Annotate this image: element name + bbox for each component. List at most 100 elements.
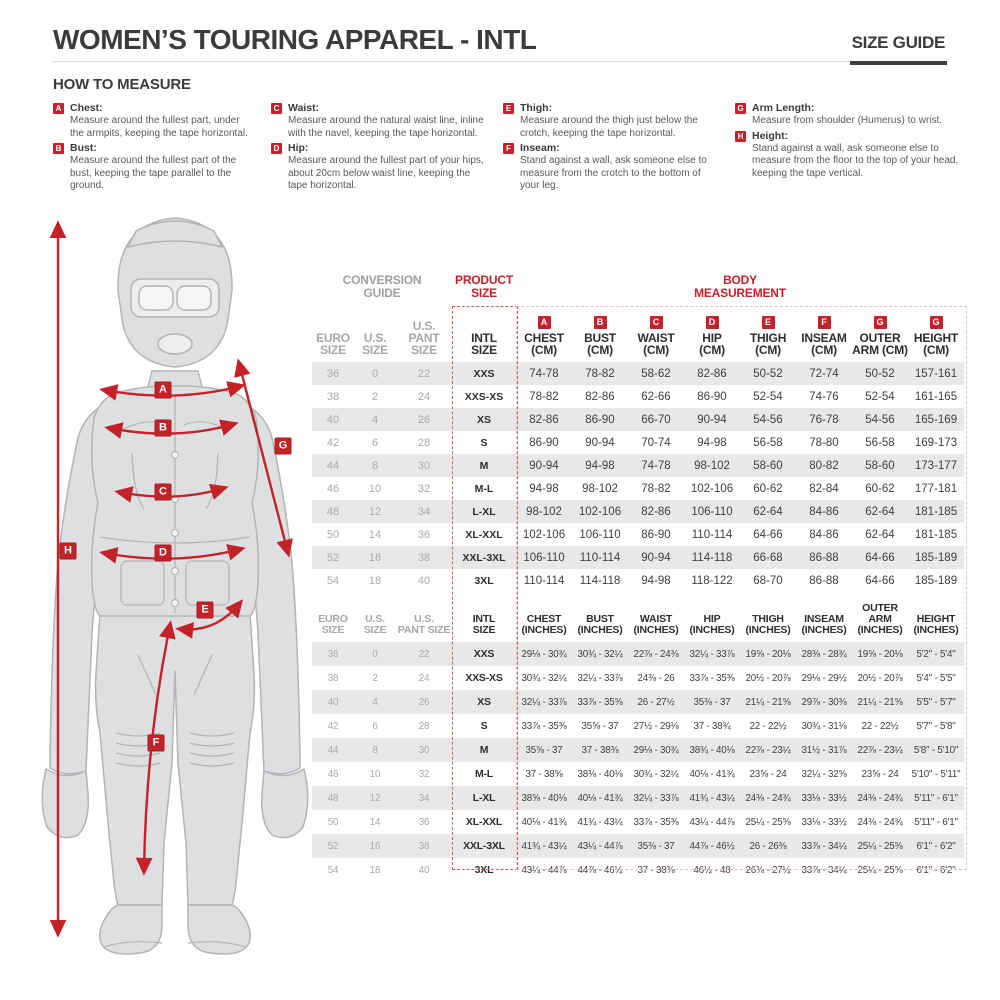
size-cell: 44: [327, 744, 339, 756]
size-cell: 16: [368, 551, 382, 564]
size-cell: 18: [368, 574, 382, 587]
how-to-measure-section: HOW TO MEASURE A Chest: Measure around t…: [53, 76, 985, 195]
size-cell: 68-70: [753, 574, 783, 587]
size-cell: 165-169: [914, 413, 958, 426]
size-cell: 58-60: [753, 459, 783, 472]
size-cell: 181-185: [914, 528, 958, 541]
size-cell: L-XL: [472, 792, 496, 804]
size-cell: 98-102: [582, 482, 618, 495]
size-row: 40 4 26 XS 82-86 86-90 66-70 90-94 54-56 76-78 54-…: [312, 408, 964, 431]
size-cell: 84-86: [809, 505, 839, 518]
size-cell: 37 - 38⅝: [525, 768, 563, 780]
size-cell: 28: [417, 436, 431, 449]
size-cell: 34: [418, 792, 430, 804]
size-cell: 86-90: [697, 390, 727, 403]
size-cell: 23⅝ - 24: [861, 768, 899, 780]
measure-letter-badge: D: [271, 143, 282, 154]
size-cell: 22 - 22½: [749, 720, 787, 732]
size-cell: 26⅜ - 27½: [745, 864, 791, 876]
column-header: G HEIGHT (CM): [908, 306, 964, 362]
measure-letter-badge: E: [503, 103, 514, 114]
column-header-label: HEIGHT (CM): [913, 331, 959, 357]
column-header: THIGH (INCHES): [740, 592, 796, 642]
size-cell: 181-185: [914, 505, 958, 518]
size-cell: S: [480, 720, 488, 732]
size-cell: 33⅞ - 34¼: [801, 864, 847, 876]
column-header-label: THIGH (INCHES): [745, 613, 791, 636]
size-cell: 48: [327, 792, 339, 804]
size-cell: 44⅞ - 46½: [577, 864, 623, 876]
column-header: OUTER ARM (INCHES): [852, 592, 908, 642]
size-cell: 5'10" - 5'11": [911, 768, 961, 780]
size-cell: 33⅞ - 35⅝: [577, 696, 623, 708]
size-cell: 5'11" - 6'1": [914, 792, 958, 804]
size-cell: 94-98: [697, 436, 727, 449]
column-header-label: OUTER ARM (INCHES): [857, 602, 903, 636]
column-header-label: CHEST (INCHES): [521, 613, 567, 636]
measure-letter-badge: G: [735, 103, 746, 114]
size-cell: 32¼ - 33⅞: [633, 792, 679, 804]
measure-text: Measure around the natural waist line, i…: [288, 115, 484, 139]
size-cell: 102-106: [690, 482, 734, 495]
size-cell: 40: [417, 574, 431, 587]
size-cell: 43¼ - 44⅞: [521, 864, 567, 876]
size-cell: 18: [369, 864, 381, 876]
size-cell: 35⅝ - 37: [581, 720, 619, 732]
size-cell: 29⅛ - 29½: [801, 672, 847, 684]
size-cell: 54: [327, 864, 339, 876]
body-measurement-header: BODY MEASUREMENT: [694, 273, 786, 300]
size-cell: 52: [326, 551, 340, 564]
measure-name: Thigh:: [520, 102, 553, 114]
size-cell: 40⅛ - 41¾: [577, 792, 623, 804]
size-cell: 46½ - 48: [693, 864, 731, 876]
size-cell: 110-114: [579, 551, 621, 564]
column-letter-badge: F: [817, 316, 831, 329]
column-header-label: INTL SIZE: [471, 331, 497, 357]
rider-illustration: [41, 217, 309, 955]
product-size-header: PRODUCT SIZE: [455, 273, 513, 300]
measure-name: Bust:: [70, 142, 97, 154]
size-row: 38 2 24 XXS-XS 30¾ - 32¼ 32¼ - 33⅞ 24⅜ - 26 33⅞…: [312, 666, 964, 690]
size-cell: 86-90: [641, 528, 671, 541]
size-cell: 74-76: [809, 390, 839, 403]
size-cell: 56-58: [753, 436, 783, 449]
size-cell: 19⅝ - 20⅛: [745, 648, 791, 660]
measure-text: Measure around the fullest part of your …: [288, 155, 484, 191]
size-row: 46 10 32 M-L 94-98 98-102 78-82 102-106 60-62 82-…: [312, 477, 964, 500]
size-cell: 32¼ - 33⅞: [521, 696, 567, 708]
measure-item-inseam: F Inseam: Stand against a wall, ask some…: [503, 142, 719, 193]
size-row: 42 6 28 S 33⅞ - 35⅜ 35⅝ - 37 27½ - 29⅛ 37 - 38¾…: [312, 714, 964, 738]
column-letter-badge: G: [873, 316, 887, 329]
size-cell: 32¼ - 33⅞: [577, 672, 623, 684]
size-cell: 98-102: [526, 505, 562, 518]
size-cell: 2: [371, 390, 379, 403]
size-cell: 30¾ - 32¼: [521, 672, 567, 684]
size-cell: 38: [326, 390, 340, 403]
column-header: U.S. PANT SIZE: [396, 306, 452, 362]
measure-letter-badge: B: [53, 143, 64, 154]
size-cell: 8: [371, 459, 379, 472]
column-header-label: CHEST (CM): [524, 331, 564, 357]
measure-letter-badge: A: [53, 103, 64, 114]
measure-column-1: A Chest: Measure around the fullest part…: [53, 102, 271, 195]
size-cell: M-L: [474, 768, 494, 780]
size-cell: 60-62: [865, 482, 895, 495]
column-header: INSEAM (INCHES): [796, 592, 852, 642]
size-cell: 82-86: [585, 390, 615, 403]
column-header-label: U.S. PANT SIZE: [408, 319, 440, 357]
size-cell: 26: [417, 413, 431, 426]
size-cell: 22: [417, 367, 431, 380]
size-cell: 26 - 27½: [637, 696, 675, 708]
size-cell: 66-68: [753, 551, 783, 564]
size-cell: XXL-3XL: [463, 840, 505, 852]
measure-text: Measure around the fullest part, under t…: [70, 115, 248, 139]
size-cell: 33⅛ - 33½: [801, 816, 847, 828]
size-cell: 28: [418, 720, 430, 732]
figure-badge-inseam: F: [147, 734, 165, 752]
size-cell: 38¾ - 40⅛: [689, 744, 735, 756]
size-cell: 29⅛ - 30¾: [633, 744, 679, 756]
size-cell: 94-98: [585, 459, 615, 472]
size-row: 46 10 32 M-L 37 - 38⅝ 38⅜ - 40⅛ 30¾ - 32¼ 40⅛ -…: [312, 762, 964, 786]
size-cell: 80-82: [809, 459, 839, 472]
